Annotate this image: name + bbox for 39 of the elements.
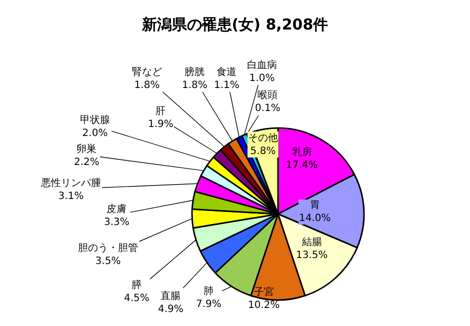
slice-label: 胆のう・胆管 [78,243,138,254]
data-label: 17.4% [286,160,318,171]
data-label: 2.2% [74,157,100,168]
data-label: 3.1% [58,191,84,202]
data-label: 13.5% [296,250,328,261]
slice-label: 腎など [132,66,162,78]
data-label: 3.5% [95,256,121,267]
slice-label: 直腸 [160,290,181,302]
slice-label: 悪性リンパ腫 [40,177,101,189]
data-label: 1.0% [249,73,275,84]
slice-label: 肺 [204,285,214,297]
slice-label: 甲状腺 [80,114,110,126]
slice-label: 皮膚 [106,203,127,215]
slice-label: 胃 [310,200,320,211]
slice-label: 食道 [216,66,237,78]
data-label: 3.3% [104,217,130,228]
slice-label: 喉頭 [258,90,278,101]
data-label: 2.0% [82,128,108,139]
data-label: 4.5% [124,293,150,304]
data-label: 14.0% [299,213,331,224]
slice-label: 膵 [132,279,142,291]
data-label: 1.1% [214,80,240,91]
slice-label: 子宮 [254,286,274,298]
data-label: 1.9% [148,119,174,130]
slice-label: 肝 [156,106,166,117]
slice-label: 結腸 [300,237,322,248]
data-label: 4.9% [158,304,184,315]
data-label: 1.8% [182,80,208,91]
data-label: 7.9% [196,299,222,310]
data-label: 5.8% [250,146,276,157]
slice-label: その他 [248,132,278,144]
data-label: 10.2% [248,300,280,311]
slice-label: 白血病 [247,59,277,71]
chart-title: 新潟県の罹患(女) 8,208件 [140,15,328,34]
slice-label: 乳房 [292,146,312,158]
data-label: 0.1% [255,103,280,114]
slice-label: 卵巣 [76,143,97,155]
data-label: 1.8% [134,80,160,91]
slice-label: 膀胱 [184,66,205,78]
